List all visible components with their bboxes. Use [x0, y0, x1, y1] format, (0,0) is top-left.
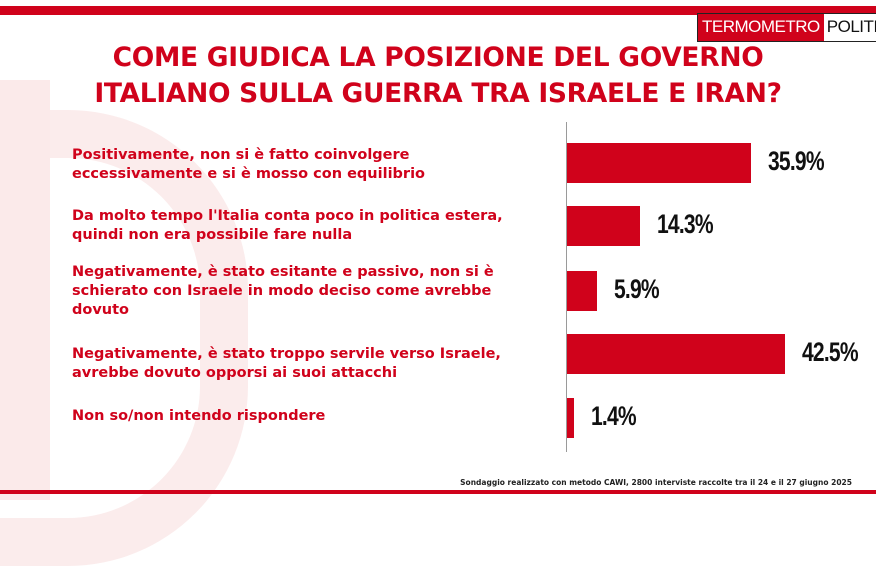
- bar-value-label: 35.9%: [768, 146, 825, 176]
- bar: [567, 271, 598, 311]
- category-label-line: Negativamente, è stato esitante e passiv…: [72, 264, 494, 280]
- category-label-line: schierato con Israele in modo deciso com…: [72, 283, 492, 299]
- bar-value-label: 1.4%: [591, 401, 637, 431]
- logo-text-termometro: TERMOMETRO: [698, 14, 824, 41]
- bar-value-label: 14.3%: [657, 209, 714, 239]
- category-label: Negativamente, è stato troppo servile ve…: [72, 345, 552, 383]
- category-label: Negativamente, è stato esitante e passiv…: [72, 263, 552, 320]
- category-label-line: quindi non era possibile fare nulla: [72, 227, 353, 243]
- category-label: Positivamente, non si è fatto coinvolger…: [72, 146, 552, 184]
- category-label-line: avrebbe dovuto opporsi ai suoi attacchi: [72, 365, 398, 381]
- top-accent-bar: [0, 6, 876, 15]
- category-label-line: Negativamente, è stato troppo servile ve…: [72, 346, 501, 362]
- bar-value-label: 5.9%: [614, 274, 660, 304]
- category-label-line: Da molto tempo l'Italia conta poco in po…: [72, 208, 503, 224]
- survey-footnote: Sondaggio realizzato con metodo CAWI, 28…: [460, 478, 852, 487]
- bottom-accent-bar: [0, 490, 876, 494]
- category-label-line: Non so/non intendo rispondere: [72, 408, 326, 424]
- bar: [567, 206, 641, 246]
- category-label-line: eccessivamente e si è mosso con equilibr…: [72, 166, 425, 182]
- category-label-line: Positivamente, non si è fatto coinvolger…: [72, 147, 410, 163]
- chart-title-line-1: COME GIUDICA LA POSIZIONE DEL GOVERNO: [112, 42, 764, 73]
- category-label: Non so/non intendo rispondere: [72, 407, 552, 426]
- chart-title: COME GIUDICA LA POSIZIONE DEL GOVERNO IT…: [0, 40, 876, 112]
- bar: [567, 143, 752, 183]
- bar: [567, 398, 575, 438]
- chart-title-line-2: ITALIANO SULLA GUERRA TRA ISRAELE E IRAN…: [94, 78, 782, 109]
- category-label-line: dovuto: [72, 302, 130, 318]
- category-axis-line: [566, 122, 567, 452]
- bar: [567, 334, 785, 374]
- category-label: Da molto tempo l'Italia conta poco in po…: [72, 207, 552, 245]
- bar-value-label: 42.5%: [802, 337, 859, 367]
